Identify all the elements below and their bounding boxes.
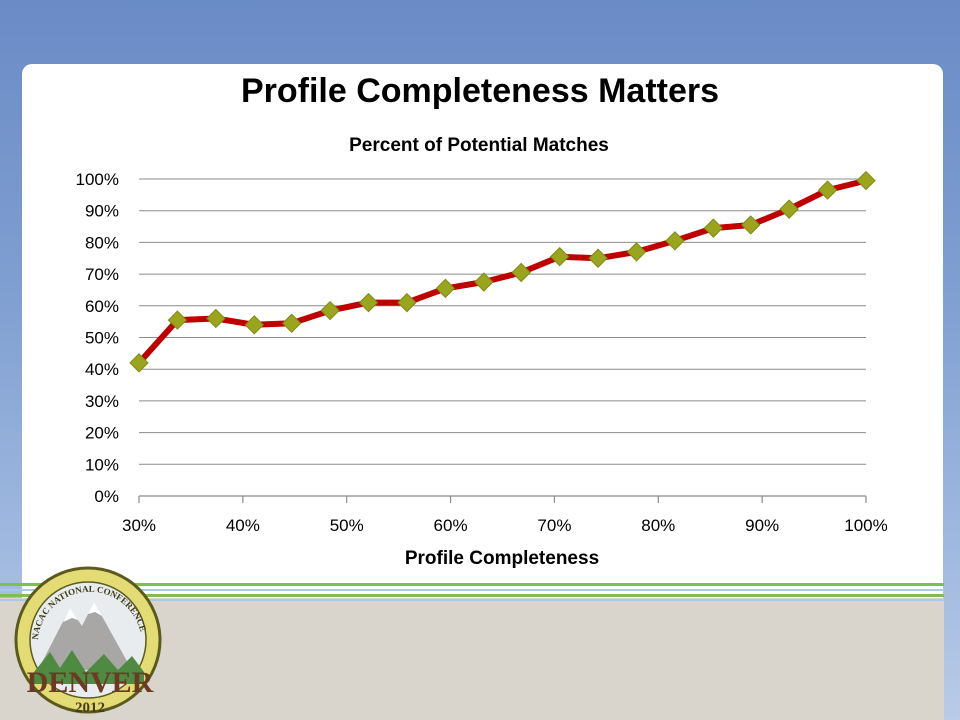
data-point-marker	[817, 180, 838, 200]
y-tick-label: 100%	[76, 170, 119, 189]
data-point-marker	[549, 246, 570, 267]
data-point-marker	[129, 353, 149, 373]
footer-stripe	[0, 589, 944, 591]
data-point-marker	[703, 218, 724, 238]
data-point-marker	[474, 272, 494, 292]
gridlines	[139, 178, 866, 497]
data-point-marker	[435, 278, 456, 299]
data-point-marker	[856, 170, 876, 191]
footer-stripe	[0, 594, 944, 597]
y-tick-label: 80%	[85, 233, 119, 252]
data-point-marker	[281, 313, 302, 333]
y-tick-label: 50%	[85, 329, 119, 348]
footer-stripe	[0, 583, 944, 586]
y-tick-label: 30%	[85, 392, 119, 411]
chart-title: Percent of Potential Matches	[349, 135, 609, 156]
data-point-marker	[741, 215, 761, 235]
data-point-marker	[588, 248, 608, 268]
y-tick-label: 90%	[85, 202, 119, 221]
logo-city: DENVER	[27, 666, 154, 699]
x-tick-label: 40%	[226, 516, 260, 535]
data-point-marker	[511, 262, 531, 283]
data-point-marker	[626, 242, 647, 262]
slide-title: Profile Completeness Matters	[240, 72, 720, 110]
data-point-marker	[320, 300, 340, 321]
axes: 0% 10% 20% 30% 40% 50% 60% 70% 80% 90% 100% 30% 40% 5…	[76, 170, 888, 535]
series-line	[136, 177, 869, 366]
data-point-marker	[167, 310, 188, 330]
data-point-marker	[665, 231, 685, 251]
x-axis-label: Profile Completeness	[405, 548, 599, 569]
x-tick-label: 60%	[434, 516, 468, 535]
y-tick-label: 20%	[85, 424, 119, 443]
x-tick-label: 30%	[122, 516, 156, 535]
series-group	[129, 170, 876, 373]
x-tick-label: 50%	[330, 516, 364, 535]
footer-stripe	[0, 599, 944, 601]
y-tick-label: 40%	[85, 360, 119, 379]
y-tick-label: 0%	[94, 487, 119, 506]
data-point-marker	[397, 292, 417, 313]
x-tick-label: 90%	[745, 516, 779, 535]
y-tick-label: 60%	[85, 297, 119, 316]
x-tick-label: 80%	[641, 516, 675, 535]
x-tick-label: 100%	[844, 516, 887, 535]
y-tick-label: 10%	[85, 455, 119, 474]
data-point-marker	[206, 308, 226, 329]
y-tick-label: 70%	[85, 265, 119, 284]
data-point-marker	[779, 199, 799, 219]
logo-year: 2012	[75, 700, 105, 716]
denver-conference-logo: NACAC NATIONAL CONFERENCE DENVER 2012	[14, 566, 162, 716]
data-point-marker	[244, 315, 264, 335]
x-tick-label: 70%	[537, 516, 571, 535]
data-point-marker	[358, 292, 379, 313]
